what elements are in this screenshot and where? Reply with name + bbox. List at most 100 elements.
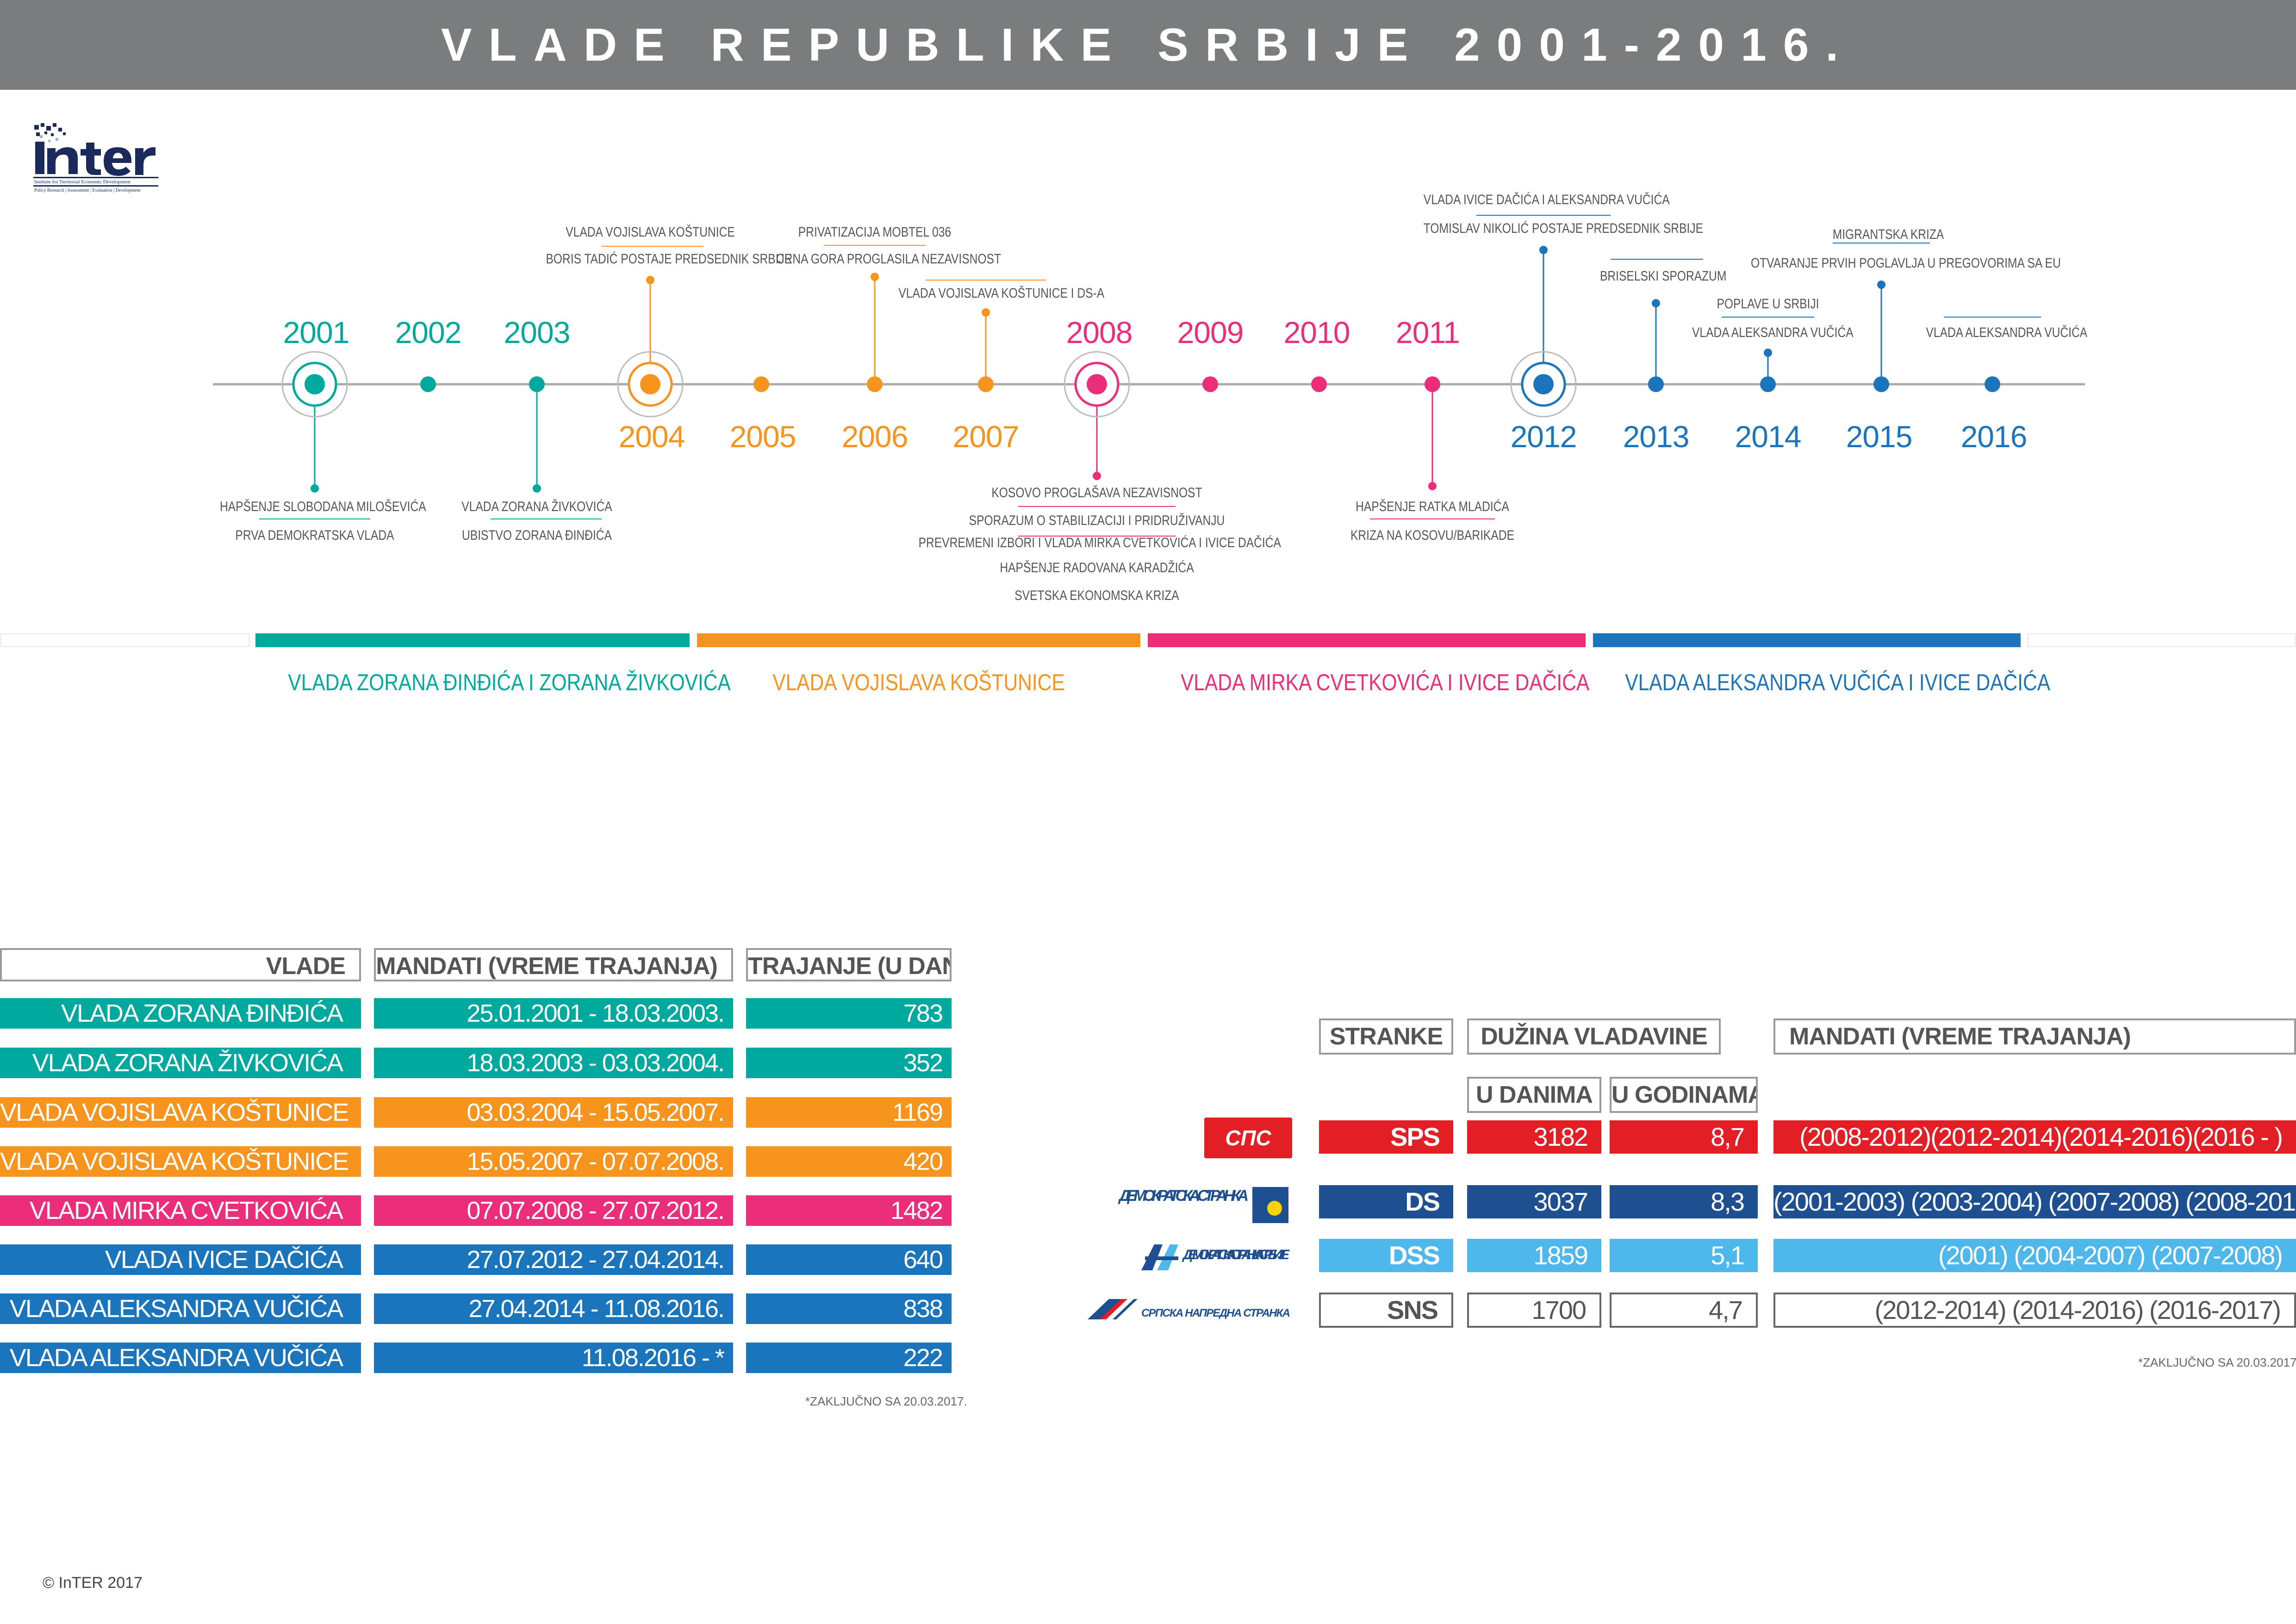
year-2016: 2016 <box>1960 419 2028 454</box>
year-2002: 2002 <box>395 315 462 350</box>
event-2011-2: KRIZA NA KOSOVU/BARIKADE <box>1350 528 1515 543</box>
party-years: 8,7 <box>1610 1120 1758 1154</box>
gov-mandate: 27.04.2014 - 11.08.2016. <box>374 1293 733 1324</box>
event-2008-3: PREVREMENI IZBORI I VLADA MIRKA CVETKOVI… <box>918 535 1281 550</box>
year-2009: 2009 <box>1177 315 1244 350</box>
event-dot-2015 <box>1877 281 1885 289</box>
ds-logo-text: ДЕМОКРАТСКА СТРАНКА <box>1118 1187 1249 1205</box>
event-dot-2006 <box>871 273 879 281</box>
event-dot-2007 <box>982 308 990 317</box>
party-header-u-danima: U DANIMA <box>1467 1077 1601 1113</box>
event-2014-2: VLADA ALEKSANDRA VUČIĆA <box>1692 325 1854 340</box>
event-dot-2011 <box>1428 482 1437 490</box>
node-2006 <box>867 376 883 392</box>
gov-days: 640 <box>746 1244 952 1275</box>
event-2015-2: OTVARANJE PRVIH POGLAVLJA U PREGOVORIMA … <box>1751 256 2061 271</box>
gov-days: 1169 <box>746 1097 952 1128</box>
gov-days: 352 <box>746 1048 952 1078</box>
event-2003-1: VLADA ZORANA ŽIVKOVIĆA <box>461 499 612 514</box>
node-ring-2001 <box>281 351 348 418</box>
event-dot-2014 <box>1764 349 1772 357</box>
party-header-u-godinama: U GODINAMA <box>1610 1077 1758 1113</box>
gov-bar-1 <box>255 633 690 647</box>
gov-days: 838 <box>746 1293 952 1324</box>
party-name: DSS <box>1319 1239 1453 1272</box>
year-2015: 2015 <box>1846 419 1913 454</box>
event-2001-1: HAPŠENJE SLOBODANA MILOŠEVIĆA <box>220 499 426 514</box>
gov-bar-blank-right <box>2027 633 2296 647</box>
party-years: 8,3 <box>1610 1185 1758 1218</box>
node-ring-2008 <box>1064 351 1130 418</box>
party-days: 1859 <box>1467 1239 1601 1272</box>
gov-name: VLADA VOJISLAVA KOŠTUNICE <box>0 1146 361 1177</box>
party-mandates: (2001-2003) (2003-2004) (2007-2008) (200… <box>1773 1185 2296 1218</box>
node-2016 <box>1985 376 2000 392</box>
gov-mandate: 15.05.2007 - 07.07.2008. <box>374 1146 733 1177</box>
year-2014: 2014 <box>1735 419 1802 454</box>
event-2012-2: TOMISLAV NIKOLIĆ POSTAJE PREDSEDNIK SRBI… <box>1423 221 1704 236</box>
gov-mandate: 25.01.2001 - 18.03.2003. <box>374 998 733 1029</box>
gov-table-note: *ZAKLJUČNO SA 20.03.2017. <box>805 1394 967 1408</box>
gov-table-header-mandati: MANDATI (VREME TRAJANJA) <box>374 948 733 981</box>
year-2012: 2012 <box>1510 419 1577 454</box>
page-title: VLADE REPUBLIKE SRBIJE 2001-2016. <box>441 19 1855 71</box>
event-2008-4: HAPŠENJE RADOVANA KARADŽIĆA <box>1000 560 1194 575</box>
year-2013: 2013 <box>1623 419 1690 454</box>
inter-logo: Institute for Territorial Economic Devel… <box>32 121 167 193</box>
copyright: © InTER 2017 <box>43 1574 143 1592</box>
gov-table-header-trajanje: TRAJANJE (U DANIMA) <box>746 948 952 981</box>
party-days: 1700 <box>1467 1293 1601 1328</box>
year-2011: 2011 <box>1396 315 1460 350</box>
node-2011 <box>1425 376 1440 392</box>
node-2009 <box>1202 376 1218 392</box>
node-2010 <box>1311 376 1327 392</box>
event-2008-1: KOSOVO PROGLAŠAVA NEZAVISNOST <box>991 485 1202 500</box>
year-2008: 2008 <box>1066 315 1133 350</box>
event-2003-2: UBISTVO ZORANA ĐINĐIĆA <box>462 528 612 543</box>
gov-name: VLADA ZORANA ĐINĐIĆA <box>0 998 361 1029</box>
event-dot-2001 <box>311 484 319 493</box>
party-mandates: (2008-2012)(2012-2014)(2014-2016)(2016 -… <box>1773 1120 2296 1154</box>
gov-days: 222 <box>746 1343 952 1373</box>
event-2016-1: VLADA ALEKSANDRA VUČIĆA <box>1926 325 2088 340</box>
gov-days: 783 <box>746 998 952 1029</box>
node-2007 <box>978 376 994 392</box>
gov-mandate: 03.03.2004 - 15.05.2007. <box>374 1097 733 1128</box>
node-ring-2004 <box>617 351 684 418</box>
event-dot-2008 <box>1093 472 1101 480</box>
year-2006: 2006 <box>841 419 908 454</box>
year-2005: 2005 <box>729 419 796 454</box>
party-header-mandati: MANDATI (VREME TRAJANJA) <box>1773 1018 2296 1055</box>
node-2003 <box>529 376 545 392</box>
party-days: 3037 <box>1467 1185 1601 1218</box>
gov-label-2: VLADA VOJISLAVA KOŠTUNICE <box>772 669 1065 695</box>
year-2010: 2010 <box>1283 315 1350 350</box>
node-2001 <box>305 374 325 394</box>
dss-logo-text: ДЕМОКРАТСКА СТРАНКА СРБИЈЕ <box>1182 1247 1290 1262</box>
title-bar <box>0 0 2296 90</box>
gov-mandate: 27.07.2012 - 27.04.2014. <box>374 1244 733 1275</box>
node-2008 <box>1087 374 1107 394</box>
node-ring-2012 <box>1510 351 1577 418</box>
event-2006-1: PRIVATIZACIJA MOBTEL 036 <box>798 225 952 240</box>
logo-subtitle: Institute for Territorial Economic Devel… <box>34 179 131 185</box>
node-2015 <box>1873 376 1889 392</box>
event-2011-1: HAPŠENJE RATKA MLADIĆA <box>1356 499 1509 514</box>
party-mandates: (2001) (2004-2007) (2007-2008) <box>1773 1239 2296 1272</box>
event-2006-2: CRNA GORA PROGLASILA NEZAVISNOST <box>776 251 1002 267</box>
event-2014-1: POPLAVE U SRBIJI <box>1717 296 1819 312</box>
event-2008-2: SPORAZUM O STABILIZACIJI I PRIDRUŽIVANJU <box>969 513 1225 528</box>
gov-name: VLADA ALEKSANDRA VUČIĆA <box>0 1293 361 1324</box>
gov-days: 1482 <box>746 1195 952 1226</box>
event-2008-5: SVETSKA EKONOMSKA KRIZA <box>1014 588 1179 603</box>
node-2005 <box>753 376 769 392</box>
year-2007: 2007 <box>952 419 1020 454</box>
ds-logo: ДЕМОКРАТСКА СТРАНКА <box>1115 1185 1291 1227</box>
party-header-stranke: STRANKE <box>1319 1018 1453 1055</box>
gov-label-4: VLADA ALEKSANDRA VUČIĆA I IVICE DAČIĆA <box>1625 669 2051 695</box>
party-years: 4,7 <box>1610 1293 1758 1328</box>
gov-table-header-vlade: VLADE <box>0 948 361 981</box>
event-dot-2013 <box>1652 299 1660 307</box>
gov-name: VLADA ALEKSANDRA VUČIĆA <box>0 1343 361 1373</box>
node-2013 <box>1648 376 1664 392</box>
